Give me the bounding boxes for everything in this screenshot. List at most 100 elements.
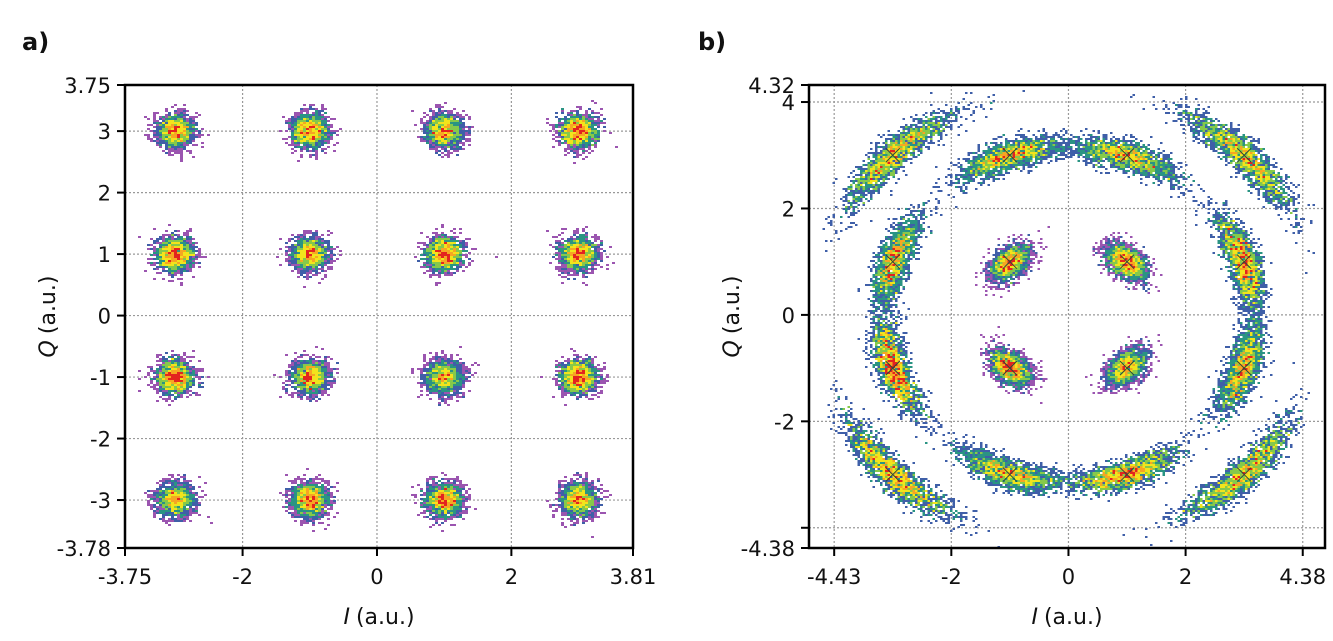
density-bin [426,254,429,256]
density-bin [432,110,435,112]
density-bin [312,262,315,264]
density-bin [315,380,318,382]
density-bin [306,126,309,128]
density-bin [156,506,159,508]
density-bin [189,382,192,384]
density-bin [438,486,441,488]
density-bin [201,142,204,144]
density-bin [570,378,573,380]
density-bin [573,134,576,136]
density-bin [459,228,462,230]
density-bin [582,358,585,360]
density-bin [582,384,585,386]
density-bin [168,482,171,484]
density-bin [156,252,159,254]
density-bin [910,132,913,134]
density-bin [174,496,177,498]
density-bin [438,270,441,272]
density-bin [300,354,303,356]
density-bin [591,366,594,368]
density-bin [156,360,159,362]
density-bin [321,248,324,250]
density-bin [447,480,450,482]
density-bin [597,496,600,498]
density-bin [309,480,312,482]
density-bin [420,128,423,130]
density-bin [174,116,177,118]
density-bin [588,142,591,144]
density-bin [339,128,342,130]
density-bin [297,376,300,378]
density-bin [597,516,600,518]
density-bin [573,156,576,158]
density-bin [303,354,306,356]
density-bin [303,382,306,384]
density-bin [462,250,465,252]
density-bin [447,380,450,382]
density-bin [189,510,192,512]
density-bin [165,382,168,384]
density-bin [585,258,588,260]
x-tick-label: 0 [370,565,383,589]
density-bin [153,506,156,508]
density-bin [444,372,447,374]
density-bin [585,270,588,272]
density-bin [576,364,579,366]
density-bin [327,246,330,248]
density-bin [150,504,153,506]
density-bin [309,494,312,496]
density-bin [456,116,459,118]
density-bin [459,128,462,130]
density-bin [174,380,177,382]
density-bin [156,494,159,496]
density-bin [444,264,447,266]
density-bin [312,370,315,372]
density-bin [309,246,312,248]
density-bin [573,366,576,368]
density-bin [456,386,459,388]
density-bin [306,256,309,258]
density-bin [588,358,591,360]
density-bin [171,388,174,390]
density-bin [189,228,192,230]
density-bin [291,514,294,516]
density-bin [189,116,192,118]
density-bin [567,264,570,266]
density-bin [453,494,456,496]
density-bin [432,386,435,388]
density-bin [564,150,567,152]
density-bin [324,482,327,484]
density-bin [195,500,198,502]
density-bin [579,370,582,372]
density-bin [567,508,570,510]
density-bin [576,514,579,516]
density-bin [576,390,579,392]
density-bin [459,492,462,494]
density-bin [300,510,303,512]
density-bin [570,348,573,350]
density-bin [315,476,318,478]
density-bin [429,388,432,390]
density-bin [432,260,435,262]
density-bin [180,514,183,516]
density-bin [582,122,585,124]
density-bin [585,372,588,374]
density-bin [429,490,432,492]
density-bin [321,372,324,374]
density-bin [594,124,597,126]
density-bin [462,366,465,368]
density-bin [297,248,300,250]
density-bin [285,392,288,394]
density-bin [600,376,603,378]
density-bin [153,250,156,252]
density-bin [420,488,423,490]
density-bin [291,492,294,494]
density-bin [438,386,441,388]
density-bin [189,504,192,506]
density-bin [576,106,579,108]
density-bin [558,252,561,254]
density-bin [174,262,177,264]
density-bin [186,250,189,252]
density-bin [600,120,603,122]
density-bin [171,494,174,496]
